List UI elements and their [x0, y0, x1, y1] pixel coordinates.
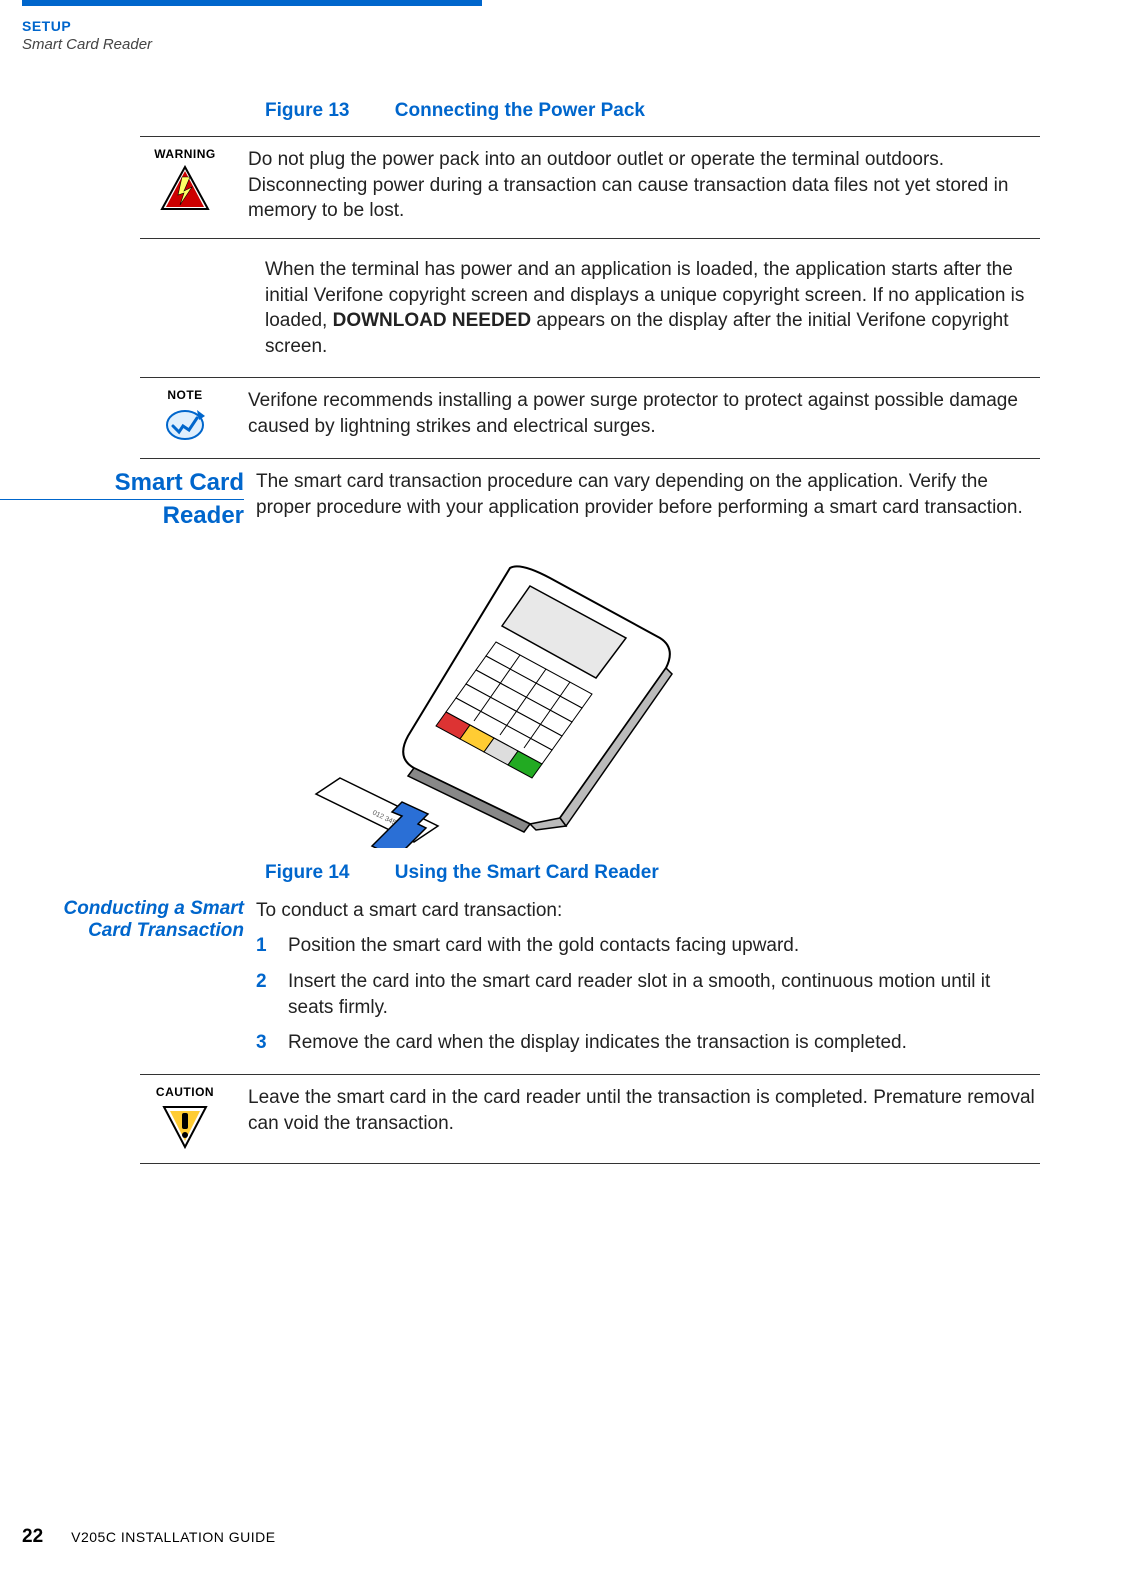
- chapter-label: SETUP: [22, 18, 152, 34]
- subsection-title-line1: Conducting a Smart: [0, 898, 244, 921]
- figure-title: Using the Smart Card Reader: [395, 862, 659, 883]
- page-number: 22: [22, 1526, 43, 1548]
- figure-number: Figure 13: [265, 100, 349, 121]
- footer-rest: INSTALLATION GUIDE: [116, 1529, 275, 1545]
- section-title-line1: Smart Card: [115, 469, 244, 496]
- note-icon: [161, 406, 209, 444]
- chapter-tab: [22, 0, 482, 6]
- figure-title: Connecting the Power Pack: [395, 100, 645, 121]
- note-text: Verifone recommends installing a power s…: [248, 388, 1040, 444]
- section-title-line2: Reader: [0, 502, 244, 530]
- section-label: Smart Card Reader: [22, 36, 152, 53]
- conducting-transaction-section: Conducting a Smart Card Transaction To c…: [0, 898, 1040, 1056]
- subsection-title-line2: Card Transaction: [0, 920, 244, 943]
- step-number: 1: [256, 933, 274, 959]
- step-1-text: Position the smart card with the gold co…: [288, 933, 1040, 959]
- terminal-illustration: 012 3456: [0, 548, 1040, 848]
- step-number: 2: [256, 969, 274, 1020]
- smart-card-reader-text: The smart card transaction procedure can…: [256, 469, 1040, 520]
- caution-icon: [160, 1103, 210, 1149]
- step-number: 3: [256, 1030, 274, 1056]
- step-3-text: Remove the card when the display indicat…: [288, 1030, 1040, 1056]
- step-2-text: Insert the card into the smart card read…: [288, 969, 1040, 1020]
- download-needed-paragraph: When the terminal has power and an appli…: [265, 257, 1040, 360]
- figure-13-caption: Figure 13 Connecting the Power Pack: [265, 100, 1040, 122]
- download-needed-bold: DOWNLOAD NEEDED: [333, 310, 531, 331]
- note-label: NOTE: [167, 388, 202, 402]
- caution-label: CAUTION: [156, 1085, 214, 1099]
- warning-callout: WARNING Do not plug the power pack into …: [140, 136, 1040, 239]
- conducting-intro: To conduct a smart card transaction:: [256, 898, 1040, 924]
- warning-icon: [160, 165, 210, 215]
- step-2: 2 Insert the card into the smart card re…: [256, 969, 1040, 1020]
- figure-number: Figure 14: [265, 862, 349, 883]
- footer-model: V205C: [71, 1529, 116, 1545]
- smart-card-reader-section: Smart Card Reader The smart card transac…: [0, 469, 1040, 529]
- warning-label: WARNING: [154, 147, 216, 161]
- caution-callout: CAUTION Leave the smart card in the card…: [140, 1074, 1040, 1164]
- page-content: Figure 13 Connecting the Power Pack WARN…: [0, 100, 1040, 1164]
- step-1: 1 Position the smart card with the gold …: [256, 933, 1040, 959]
- footer-guide-title: V205C INSTALLATION GUIDE: [71, 1529, 275, 1545]
- step-3: 3 Remove the card when the display indic…: [256, 1030, 1040, 1056]
- note-callout: NOTE Verifone recommends installing a po…: [140, 377, 1040, 459]
- page-header: SETUP Smart Card Reader: [22, 18, 152, 53]
- figure-14-caption: Figure 14 Using the Smart Card Reader: [265, 862, 1040, 884]
- page-footer: 22 V205C INSTALLATION GUIDE: [22, 1526, 276, 1548]
- warning-text: Do not plug the power pack into an outdo…: [248, 147, 1040, 224]
- caution-text: Leave the smart card in the card reader …: [248, 1085, 1040, 1149]
